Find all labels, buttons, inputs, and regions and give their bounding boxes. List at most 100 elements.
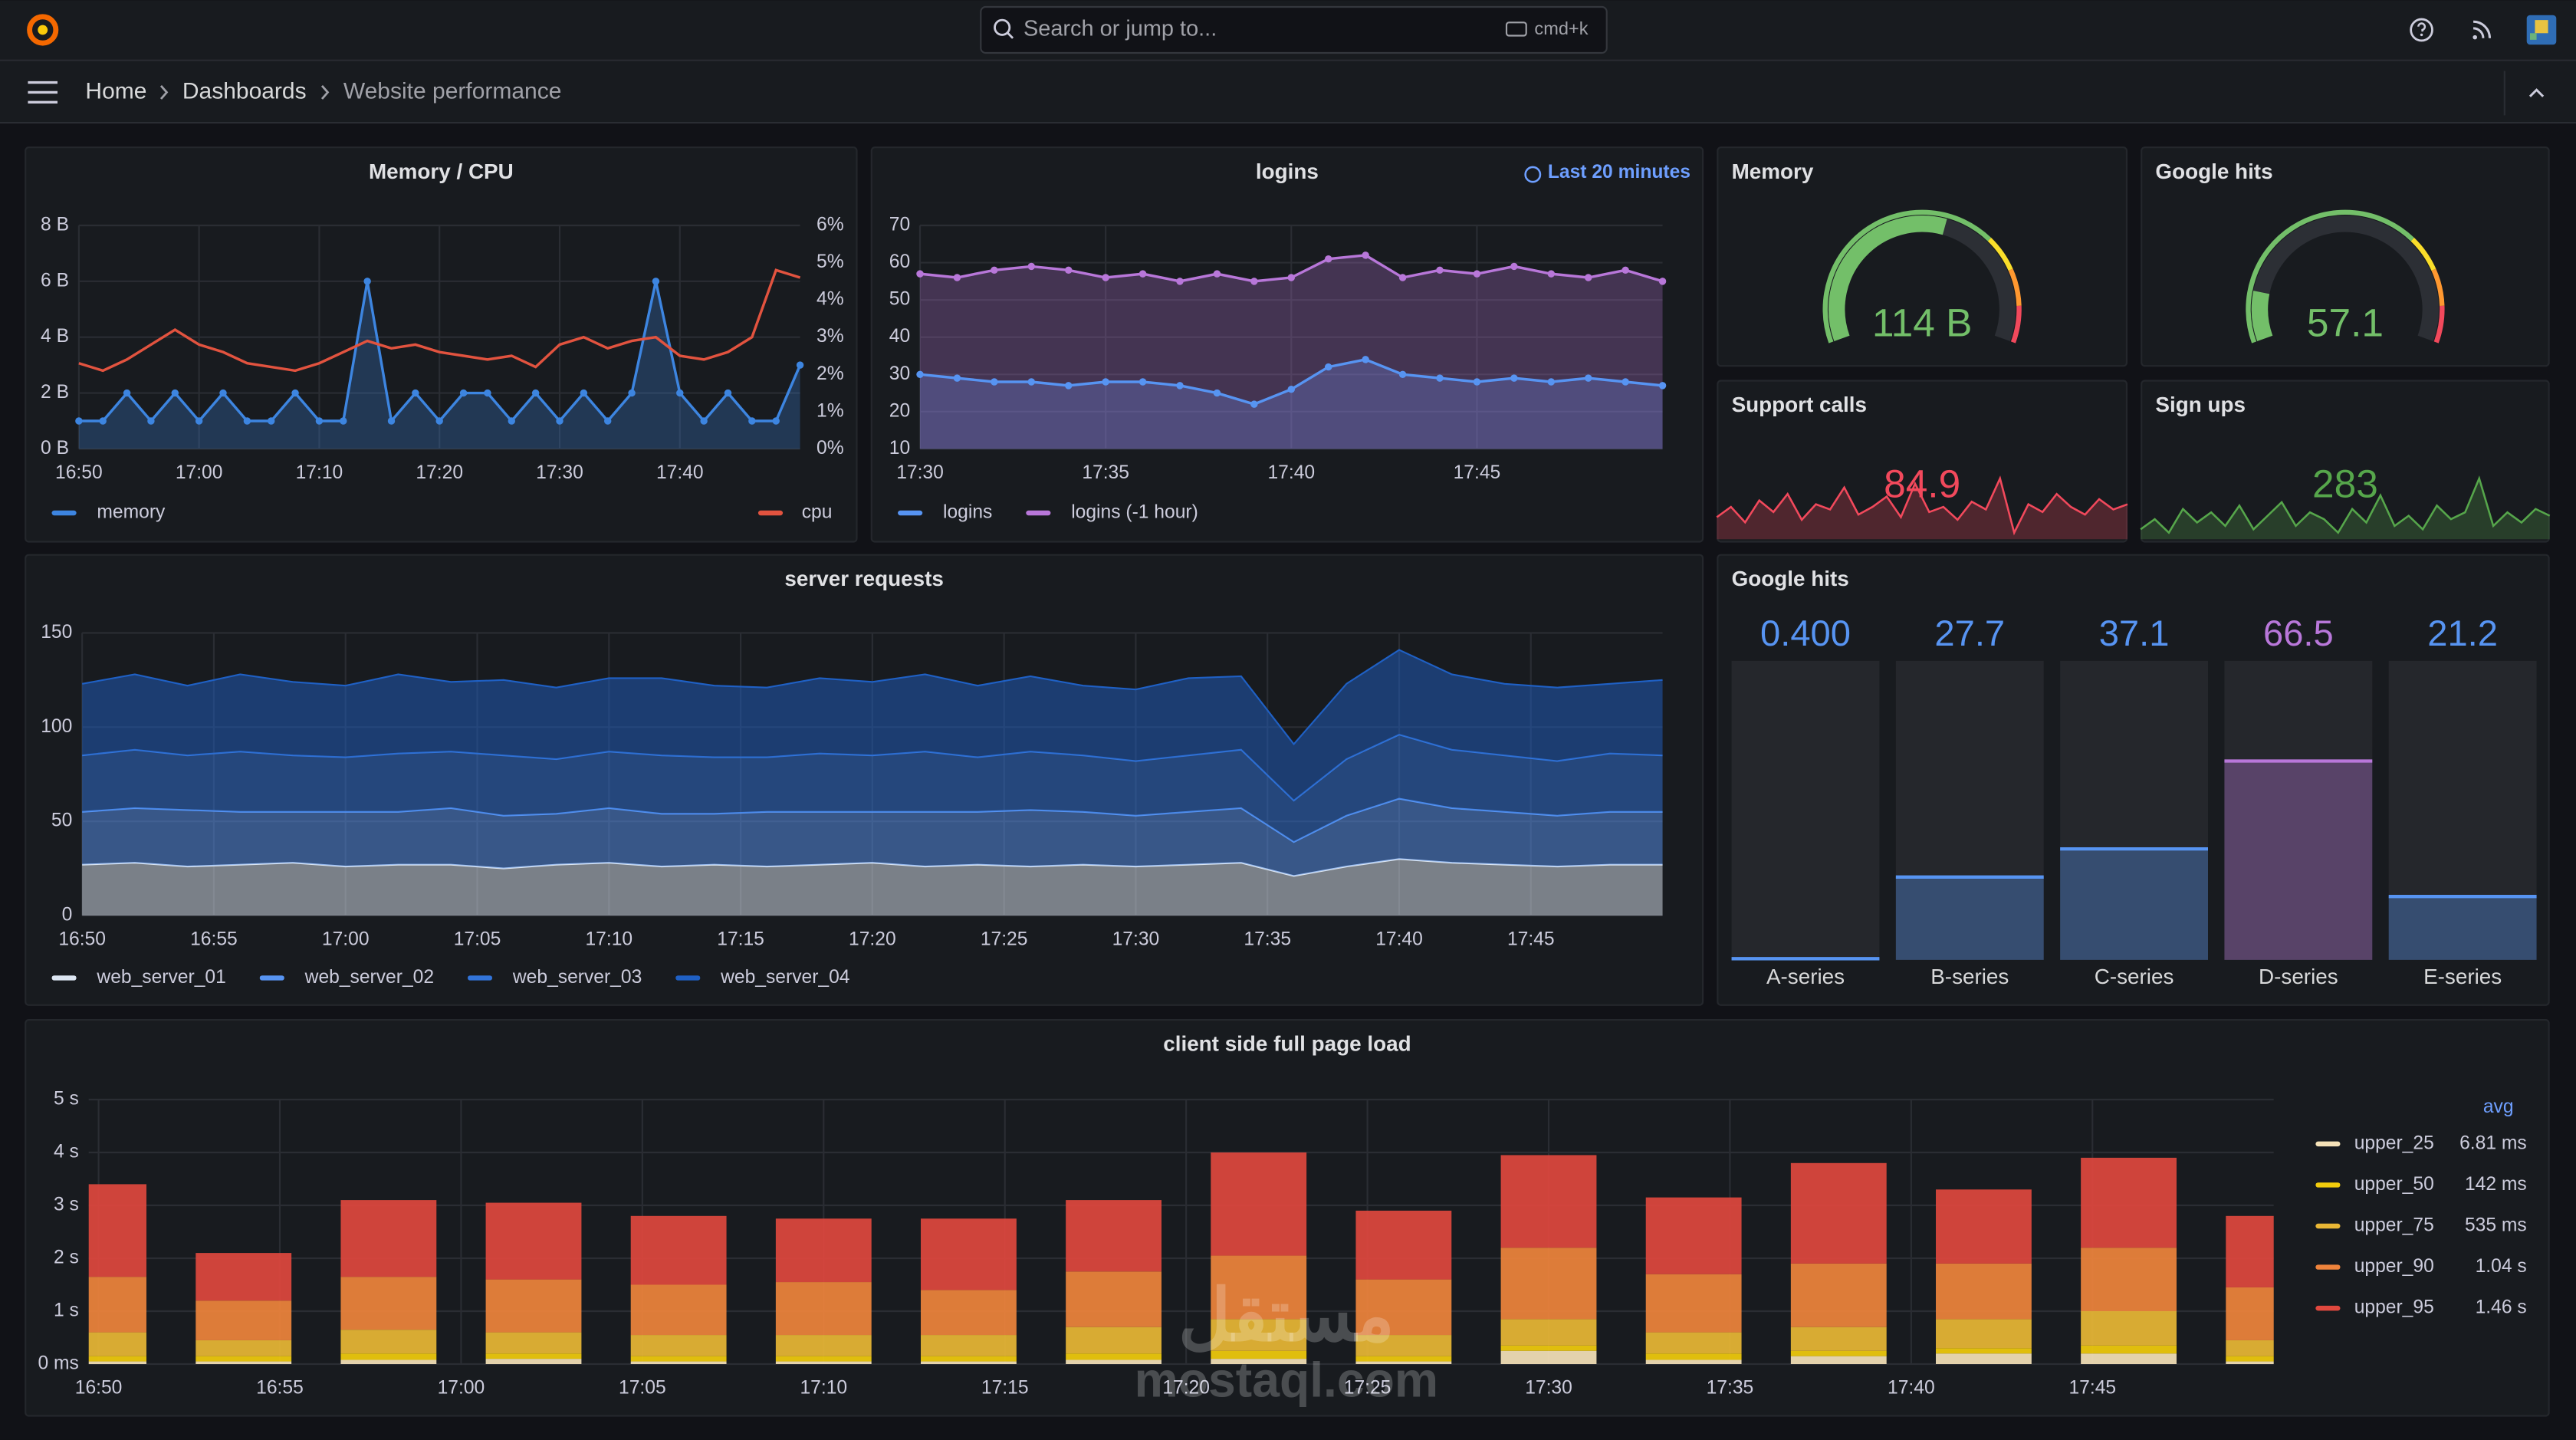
panel: Memory 114 B — [1717, 146, 2128, 367]
bar-segment — [1066, 1359, 1162, 1364]
data-point — [243, 417, 251, 425]
y-tick-label: 10 — [889, 438, 910, 459]
x-tick-label: 17:35 — [1707, 1378, 1754, 1399]
panel-title: Google hits — [2155, 159, 2272, 183]
data-point — [1622, 266, 1629, 274]
bar-label: A-series — [1766, 965, 1845, 988]
bar-segment — [630, 1335, 727, 1356]
bar-segment — [2226, 1340, 2274, 1356]
bar-fill — [2224, 761, 2373, 960]
panel: Google hits 0.400 A-series 27.7 B-series 37.1… — [1717, 554, 2550, 1006]
data-point — [772, 417, 780, 425]
bar-segment — [1645, 1359, 1742, 1364]
stacked-line — [81, 649, 1663, 746]
panel-title: Memory — [1732, 159, 1814, 183]
x-tick-label: 16:55 — [256, 1378, 304, 1399]
data-point — [1436, 266, 1444, 274]
panel-title: client side full page load — [1163, 1032, 1411, 1056]
bar-segment — [340, 1200, 437, 1277]
bar-segment — [1790, 1327, 1887, 1351]
y-tick-label: 0 ms — [38, 1353, 78, 1374]
bar-segment — [921, 1290, 1017, 1336]
data-point — [580, 389, 588, 397]
breadcrumb[interactable]: Home — [85, 78, 146, 104]
data-point — [700, 417, 708, 425]
bar-value: 0.400 — [1760, 613, 1851, 653]
menu-button[interactable] — [28, 81, 58, 104]
gauge-threshold — [2431, 268, 2445, 307]
data-point — [1102, 378, 1109, 386]
help-icon[interactable] — [2410, 18, 2433, 42]
avatar[interactable] — [2526, 15, 2557, 45]
rss-wave — [2472, 20, 2491, 38]
sparkline — [1716, 475, 2128, 536]
keyboard-icon — [1505, 21, 1527, 37]
search-field — [980, 5, 1608, 54]
x-tick-label: 17:15 — [981, 1378, 1029, 1399]
legend-value: 6.81 ms — [2459, 1133, 2527, 1153]
data-point — [652, 278, 660, 285]
bar-segment — [196, 1300, 292, 1340]
y2-tick-label: 4% — [816, 289, 844, 310]
data-point — [1138, 270, 1147, 278]
y-tick-label: 20 — [889, 400, 910, 421]
hamburger — [28, 81, 58, 104]
legend-label: web_server_04 — [720, 967, 849, 988]
x-tick-label: 17:35 — [1082, 462, 1129, 483]
bar-segment — [88, 1332, 146, 1356]
bar-segment — [1500, 1248, 1597, 1320]
x-tick-label: 16:50 — [75, 1378, 123, 1399]
data-point — [1065, 382, 1073, 390]
x-tick-label: 17:05 — [454, 929, 501, 950]
panel: server requests 0 50 100 150 16:50 16:55 17:00 1… — [25, 554, 1704, 1006]
bar-segment — [196, 1361, 292, 1364]
bar-segment — [1645, 1274, 1742, 1333]
bar-segment — [775, 1356, 872, 1362]
data-point — [1547, 270, 1555, 278]
data-point — [412, 389, 419, 397]
bar-segment — [921, 1356, 1017, 1362]
data-point — [1138, 378, 1147, 386]
help-circle — [2410, 18, 2433, 42]
bar-fill — [1895, 876, 2044, 960]
bar-track — [1731, 660, 1880, 960]
panel: Memory / CPU 0 B 2 B 4 B 6 B 8 B 16:50 17:00 17:… — [25, 146, 858, 543]
data-point — [1473, 378, 1481, 386]
panel: logins 10 20 30 40 50 60 70 17:30 17:35 17:40 17:45… — [870, 146, 1704, 543]
bar-segment — [2226, 1356, 2274, 1362]
data-point — [1027, 262, 1035, 271]
bar-segment — [1355, 1210, 1452, 1280]
bar-segment — [88, 1356, 146, 1362]
bar-segment — [2226, 1215, 2274, 1287]
panel-title: logins — [1256, 159, 1319, 183]
logo[interactable] — [27, 14, 59, 46]
gauge-track — [2251, 215, 2439, 342]
y2-tick-label: 1% — [816, 400, 844, 421]
data-point — [676, 389, 684, 397]
x-tick-label: 17:45 — [1454, 462, 1501, 483]
legend-label: upper_50 — [2354, 1174, 2434, 1195]
x-tick-label: 17:00 — [438, 1378, 485, 1399]
data-point — [75, 417, 83, 425]
y-tick-label: 40 — [889, 326, 910, 347]
bar-segment — [1211, 1359, 1307, 1364]
data-point — [724, 389, 732, 397]
sparkline-area — [2141, 478, 2550, 540]
data-point — [1362, 252, 1369, 259]
panel-frame — [2141, 146, 2550, 367]
collapse-button[interactable] — [2528, 88, 2545, 97]
y-tick-label: 100 — [41, 716, 72, 737]
bar-segment — [1500, 1345, 1597, 1351]
news-icon[interactable] — [2472, 20, 2491, 40]
data-point — [1287, 274, 1295, 281]
x-tick-label: 17:45 — [1507, 929, 1555, 950]
bar-segment — [1211, 1152, 1307, 1256]
breadcrumb[interactable]: Dashboards — [182, 78, 307, 104]
data-point — [628, 389, 636, 397]
x-tick-label: 17:20 — [1162, 1378, 1210, 1399]
data-point — [1398, 370, 1407, 378]
search-box[interactable]: Search or jump to... cmd+k — [980, 5, 1608, 54]
bar-segment — [1645, 1353, 1742, 1360]
bar-segment — [1066, 1327, 1162, 1354]
